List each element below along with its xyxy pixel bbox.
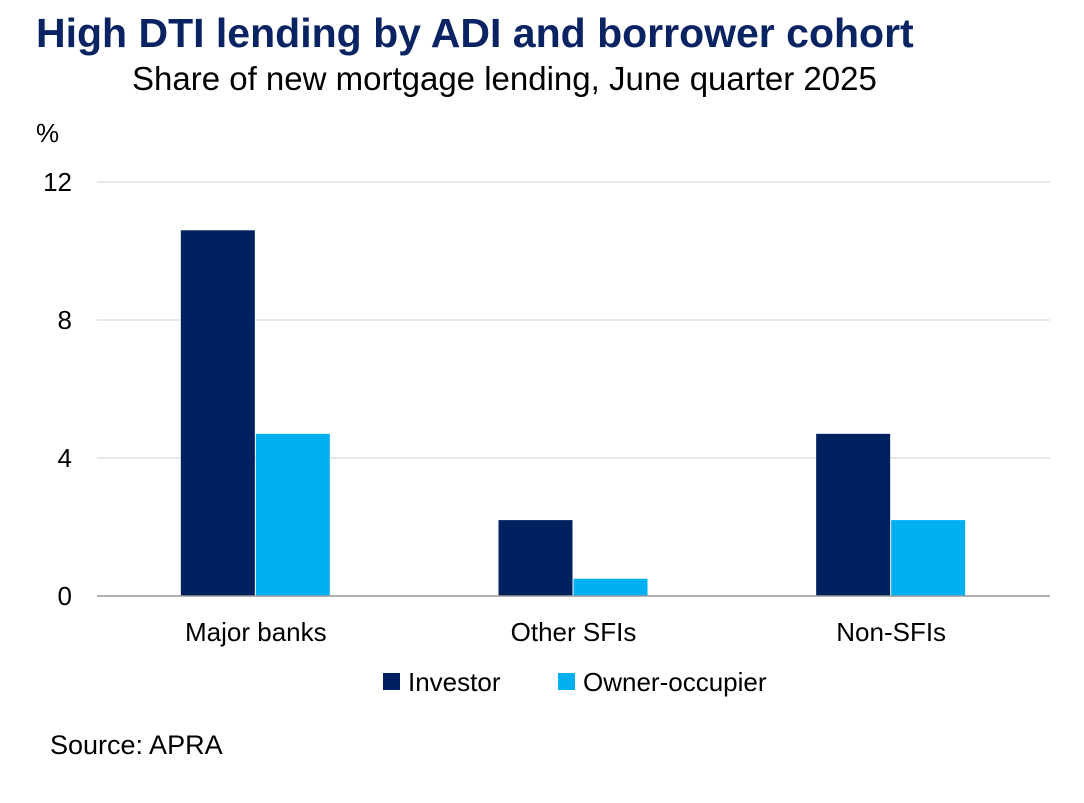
x-axis-ticks: Major banks Other SFIs Non-SFIs bbox=[185, 617, 946, 647]
y-tick-label: 12 bbox=[43, 167, 72, 197]
bar-owner-occupier bbox=[255, 433, 330, 596]
x-tick-label: Major banks bbox=[185, 617, 327, 647]
source-note: Source: APRA bbox=[50, 730, 223, 760]
y-tick-label: 0 bbox=[58, 581, 72, 611]
bar-investor bbox=[498, 520, 573, 596]
chart-subtitle: Share of new mortgage lending, June quar… bbox=[132, 60, 877, 97]
bar-investor bbox=[180, 230, 255, 597]
chart-title: High DTI lending by ADI and borrower coh… bbox=[36, 10, 914, 56]
y-axis-ticks: 0 4 8 12 bbox=[43, 167, 72, 611]
bar-owner-occupier bbox=[573, 578, 648, 596]
bar-owner-occupier bbox=[891, 520, 966, 596]
y-axis-label: % bbox=[36, 118, 59, 148]
legend-swatch bbox=[383, 673, 400, 690]
legend-label: Investor bbox=[408, 667, 501, 697]
y-tick-label: 8 bbox=[58, 305, 72, 335]
x-tick-label: Other SFIs bbox=[511, 617, 637, 647]
x-tick-label: Non-SFIs bbox=[836, 617, 946, 647]
legend-swatch bbox=[558, 673, 575, 690]
legend-label: Owner-occupier bbox=[583, 667, 767, 697]
bar-investor bbox=[816, 433, 891, 596]
y-tick-label: 4 bbox=[58, 443, 72, 473]
bars bbox=[180, 230, 966, 597]
legend: Investor Owner-occupier bbox=[383, 667, 767, 697]
